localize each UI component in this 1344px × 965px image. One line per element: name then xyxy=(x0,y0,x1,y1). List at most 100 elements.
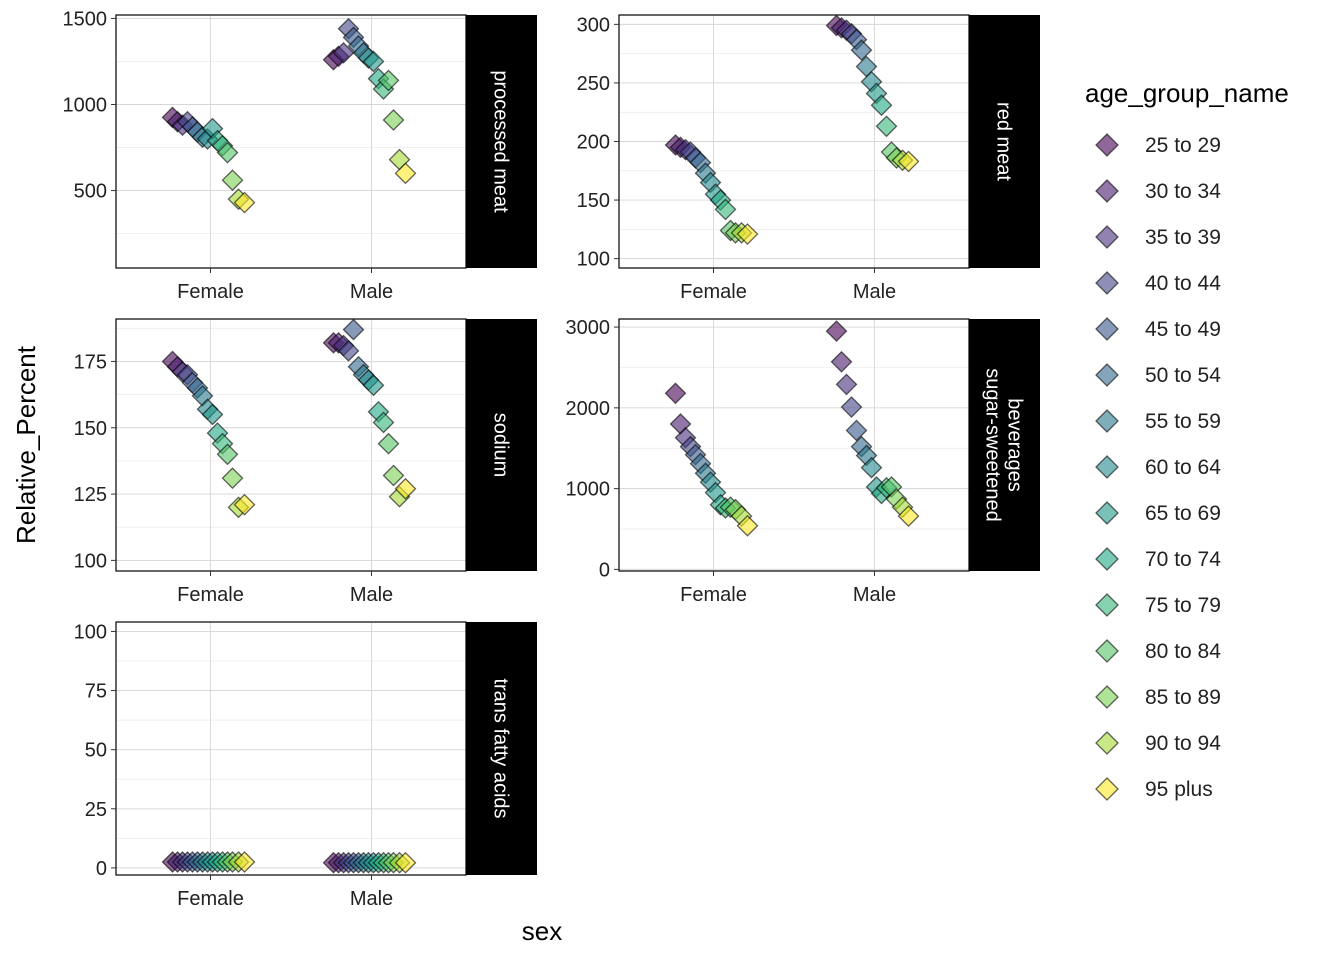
point-male-40-to-44 xyxy=(337,339,360,362)
legend-label: 40 to 44 xyxy=(1145,272,1221,295)
y-tick-label: 500 xyxy=(74,181,107,203)
point-male-35-to-39 xyxy=(332,41,355,64)
y-tick-label: 250 xyxy=(577,73,610,95)
point-male-85-to-89 xyxy=(382,109,405,131)
point-male-75-to-79 xyxy=(372,411,395,434)
legend-key-90-to-94 xyxy=(1095,731,1119,755)
y-tick-label: 0 xyxy=(599,559,610,581)
legend-title: age_group_name xyxy=(1085,78,1289,108)
x-tick-label: Male xyxy=(350,888,393,910)
facet-strip-label: trans fatty acids xyxy=(490,678,512,818)
point-male-65-to-69 xyxy=(362,374,385,397)
facet-strip xyxy=(969,15,1040,268)
facet-strip-text: processed meat xyxy=(490,70,512,213)
point-female-95-plus xyxy=(233,493,256,516)
y-tick-label: 1000 xyxy=(63,94,108,116)
x-tick-label: Male xyxy=(350,584,393,606)
y-tick-label: 25 xyxy=(85,799,107,821)
point-female-75-to-79 xyxy=(714,198,737,221)
y-tick-label: 50 xyxy=(85,740,107,762)
legend-key-40-to-44 xyxy=(1095,271,1119,295)
point-male-65-to-69 xyxy=(362,50,385,73)
legend-label: 80 to 84 xyxy=(1145,640,1221,663)
point-male-40-to-44 xyxy=(840,396,863,418)
x-tick-label: Female xyxy=(680,584,747,606)
y-tick-label: 75 xyxy=(85,681,107,703)
y-tick-label: 100 xyxy=(74,550,107,572)
facet-strip-text: beverages xyxy=(1004,398,1026,491)
point-male-95-plus xyxy=(394,477,417,500)
point-male-75-to-79 xyxy=(875,115,898,138)
panel-trans-fatty-acids: 0 25 50 75 100 Female Male trans fatty acids xyxy=(74,621,537,910)
point-male-50-to-54 xyxy=(850,39,873,62)
point-male-95-plus xyxy=(394,851,417,874)
point-male-80-to-84 xyxy=(377,432,400,455)
legend-key-65-to-69 xyxy=(1095,501,1119,525)
point-male-95-plus xyxy=(897,505,920,527)
legend: age_group_name 25 to 29 30 to 34 35 to 39 40… xyxy=(1085,78,1289,801)
panel-sodium: 100 125 150 175 Female Male sodium xyxy=(74,318,537,606)
point-male-60-to-64 xyxy=(860,456,883,479)
legend-label: 75 to 79 xyxy=(1145,594,1221,617)
panel-background xyxy=(116,15,466,268)
legend-key-70-to-74 xyxy=(1095,547,1119,571)
point-male-45-to-49 xyxy=(342,318,365,341)
point-male-85-to-89 xyxy=(382,464,405,487)
y-tick-label: 300 xyxy=(577,14,610,36)
point-female-85-to-89 xyxy=(221,467,244,490)
y-tick-label: 3000 xyxy=(566,317,611,339)
y-tick-label: 2000 xyxy=(566,398,611,420)
point-female-95-plus xyxy=(233,851,256,873)
y-tick-label: 0 xyxy=(96,858,107,880)
legend-label: 95 plus xyxy=(1145,778,1213,801)
point-female-25-to-29 xyxy=(664,382,687,405)
legend-key-25-to-29 xyxy=(1095,133,1119,157)
legend-key-35-to-39 xyxy=(1095,225,1119,249)
legend-label: 30 to 34 xyxy=(1145,180,1221,203)
panel-sugar-sweetened-beverages: 0 1000 2000 3000 Female Male sugar-sweetened be… xyxy=(566,317,1040,606)
legend-label: 65 to 69 xyxy=(1145,502,1221,525)
point-female-80-to-84 xyxy=(216,443,239,466)
y-tick-label: 150 xyxy=(74,418,107,440)
point-male-95-plus xyxy=(394,162,417,185)
point-female-95-plus xyxy=(736,223,759,245)
y-tick-label: 1500 xyxy=(63,8,108,30)
x-tick-label: Female xyxy=(177,888,244,910)
legend-label: 90 to 94 xyxy=(1145,732,1221,755)
legend-label: 70 to 74 xyxy=(1145,548,1221,571)
panel-processed-meat: 500 1000 1500 Female Male processed meat xyxy=(63,8,537,303)
point-male-95-plus xyxy=(897,150,920,173)
point-male-25-to-29 xyxy=(825,320,848,343)
point-male-80-to-84 xyxy=(377,69,400,92)
panel-red-meat: 100 150 200 250 300 Female Male red meat xyxy=(577,14,1040,303)
facet-strip xyxy=(969,319,1040,571)
x-tick-label: Female xyxy=(177,281,244,303)
panel-background xyxy=(619,319,969,571)
legend-label: 60 to 64 xyxy=(1145,456,1221,479)
x-tick-label: Male xyxy=(853,584,896,606)
panel-background xyxy=(116,622,466,875)
point-female-65-to-69 xyxy=(201,403,224,426)
x-tick-label: Male xyxy=(853,281,896,303)
facet-strip-label: red meat xyxy=(993,102,1015,181)
y-tick-label: 150 xyxy=(577,190,610,212)
facet-strip-text: sodium xyxy=(490,413,512,477)
legend-label: 35 to 39 xyxy=(1145,226,1221,249)
legend-label: 25 to 29 xyxy=(1145,134,1221,157)
point-male-35-to-39 xyxy=(835,373,858,396)
legend-label: 45 to 49 xyxy=(1145,318,1221,341)
legend-key-60-to-64 xyxy=(1095,455,1119,479)
y-tick-label: 175 xyxy=(74,351,107,373)
legend-label: 55 to 59 xyxy=(1145,410,1221,433)
facet-strip-label: sodium xyxy=(490,413,512,477)
facet-strip xyxy=(466,319,537,571)
facet-strip-text: red meat xyxy=(993,102,1015,181)
point-female-85-to-89 xyxy=(221,169,244,192)
y-tick-label: 125 xyxy=(74,484,107,506)
y-tick-label: 100 xyxy=(74,621,107,643)
point-male-30-to-34 xyxy=(830,350,853,373)
x-tick-label: Male xyxy=(350,281,393,303)
legend-key-75-to-79 xyxy=(1095,593,1119,617)
